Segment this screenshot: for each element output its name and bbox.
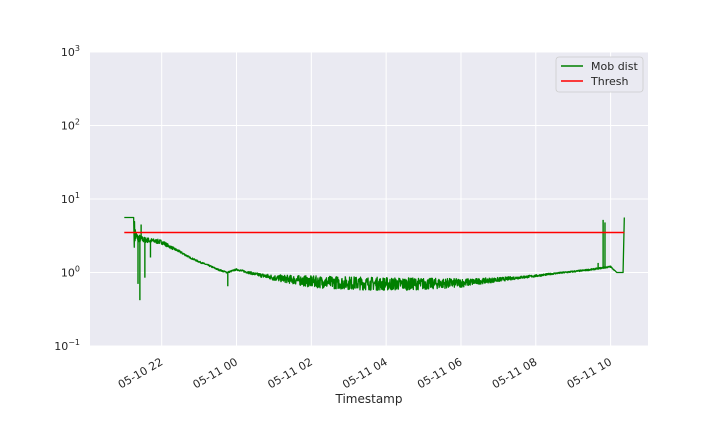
x-tick-label: 05-11 02 — [265, 355, 314, 391]
x-tick-label: 05-10 22 — [116, 355, 165, 391]
series-line-mob-dist — [124, 216, 625, 291]
y-tick-label: 102 — [61, 118, 80, 133]
y-tick-label: 100 — [61, 265, 80, 280]
x-tick-label: 05-11 00 — [191, 355, 240, 391]
x-tick-label: 05-11 04 — [340, 355, 389, 391]
y-tick-label: 101 — [61, 191, 80, 206]
y-tick-label: 103 — [61, 44, 80, 59]
y-tick-label: 10−1 — [54, 338, 80, 353]
x-tick-label: 05-11 08 — [490, 355, 539, 391]
legend-label-thresh: Thresh — [590, 75, 628, 88]
x-tick-label: 05-11 06 — [415, 355, 464, 391]
x-axis-title: Timestamp — [335, 392, 403, 406]
legend: Mob dist Thresh — [555, 56, 644, 93]
x-tick-label: 05-11 10 — [565, 355, 614, 391]
y-axis: 10−1 100 101 102 103 — [54, 44, 80, 353]
x-axis: 05-10 22 05-11 00 05-11 02 05-11 04 05-11 06… — [116, 355, 614, 391]
series-layer — [124, 216, 625, 301]
grid-lines — [90, 51, 648, 347]
legend-label-mob-dist: Mob dist — [591, 60, 638, 73]
